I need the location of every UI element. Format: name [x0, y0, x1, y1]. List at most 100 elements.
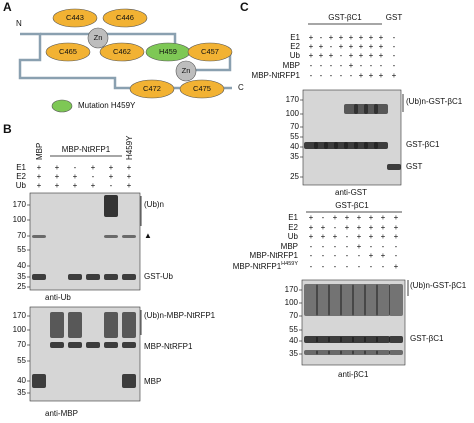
sign: +: [309, 232, 314, 241]
mw-marker: 100: [13, 215, 27, 224]
band: [364, 350, 378, 355]
sign: +: [309, 51, 314, 60]
antibody-label: anti-βC1: [338, 370, 369, 379]
sign: +: [394, 213, 399, 222]
lane-label: MBP: [35, 143, 44, 160]
sign: -: [393, 33, 396, 42]
sign: -: [322, 262, 325, 271]
sign: +: [55, 172, 60, 181]
band: [122, 342, 136, 348]
mw-marker: 170: [13, 200, 27, 209]
sign: +: [109, 163, 114, 172]
sign: -: [382, 242, 385, 251]
band: [316, 336, 330, 343]
band: [32, 374, 46, 388]
band: [376, 284, 390, 316]
mw-marker: 55: [289, 325, 298, 334]
sign: -: [340, 51, 343, 60]
panel-letter: B: [3, 122, 12, 136]
band-label: MBP-NtRFP1: [144, 342, 193, 351]
domain-label: C443: [66, 13, 84, 22]
domain-label: C465: [59, 47, 77, 56]
band: [304, 350, 318, 355]
band: [122, 374, 136, 388]
row-label: Ub: [16, 181, 27, 190]
band: [104, 274, 118, 280]
band: [316, 350, 330, 355]
lane-group-label: MBP-NtRFP1: [62, 145, 111, 154]
band: [32, 274, 46, 280]
sign: +: [55, 181, 60, 190]
sign: +: [309, 42, 314, 51]
band: [376, 350, 390, 355]
sign: +: [333, 232, 338, 241]
band: [104, 195, 118, 217]
domain-label: Zn: [94, 33, 103, 42]
sign: +: [345, 223, 350, 232]
band: [68, 342, 82, 348]
domain: [102, 8, 148, 28]
mw-marker: 25: [17, 282, 26, 291]
sign: +: [349, 61, 354, 70]
band: [304, 336, 318, 343]
band: [364, 336, 378, 343]
band-label: GST-βC1: [406, 140, 440, 149]
row-label: MBP-NtRFP1: [252, 71, 301, 80]
mw-marker: 170: [286, 95, 300, 104]
sign: +: [339, 33, 344, 42]
sign: -: [360, 61, 363, 70]
domain-label: H459: [159, 47, 177, 56]
mw-marker: 55: [290, 132, 299, 141]
zinc-ion: [87, 27, 109, 49]
domain-label: C462: [113, 47, 131, 56]
sign: +: [55, 163, 60, 172]
mw-marker: 35: [289, 349, 298, 358]
mw-marker: 55: [17, 245, 26, 254]
band: [374, 142, 388, 149]
sign: +: [309, 213, 314, 222]
sign: -: [320, 61, 323, 70]
band: [86, 342, 100, 348]
band-label: (Ub)n-MBP-NtRFP1: [144, 311, 216, 320]
band: [304, 284, 318, 316]
sign: -: [310, 71, 313, 80]
sign: +: [357, 242, 362, 251]
band: [68, 312, 82, 338]
sign: +: [345, 213, 350, 222]
sign: +: [91, 181, 96, 190]
sign: -: [346, 232, 349, 241]
panel-letter: C: [240, 0, 249, 14]
row-label: E2: [288, 223, 298, 232]
sign: +: [392, 71, 397, 80]
sign: -: [393, 51, 396, 60]
sign: +: [127, 163, 132, 172]
sign: +: [319, 42, 324, 51]
domain-label: Zn: [182, 66, 191, 75]
band: [389, 284, 403, 316]
sign: -: [380, 61, 383, 70]
mw-marker: 100: [285, 298, 299, 307]
domain: [129, 79, 175, 99]
sign: +: [359, 33, 364, 42]
sign: +: [37, 181, 42, 190]
sign: -: [310, 61, 313, 70]
band: [328, 350, 342, 355]
sign: +: [73, 181, 78, 190]
sign: +: [379, 33, 384, 42]
sign: -: [358, 251, 361, 260]
sign: +: [321, 223, 326, 232]
band-label: GST: [406, 162, 423, 171]
sign: +: [369, 42, 374, 51]
antibody-label: anti-Ub: [45, 293, 71, 302]
sign: -: [370, 242, 373, 251]
sign: +: [127, 172, 132, 181]
row-label: E1: [290, 33, 300, 42]
sign: -: [330, 42, 333, 51]
sign: +: [321, 232, 326, 241]
band-label: MBP: [144, 377, 161, 386]
sign: +: [379, 51, 384, 60]
sign: +: [381, 223, 386, 232]
sign: +: [359, 51, 364, 60]
mw-marker: 40: [17, 376, 26, 385]
